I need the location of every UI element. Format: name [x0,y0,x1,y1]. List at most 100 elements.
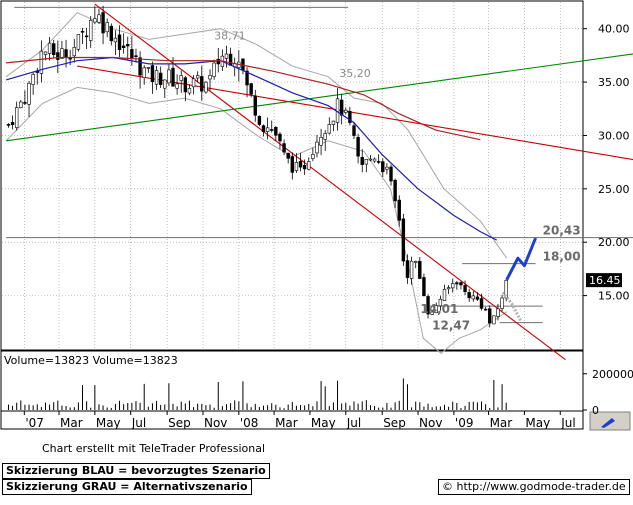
candle-body [323,133,327,140]
gray-scenario-path [501,291,523,322]
candle-body [224,53,229,59]
legend-gray-scenario: Skizzierung GRAU = Alternativszenario [2,479,252,495]
x-tick-label: Mar [275,416,298,430]
candle-body [438,298,443,307]
candle-body [126,44,130,47]
candle-body [89,19,93,41]
candle-body [138,57,142,76]
candle-body [167,69,171,84]
candle-body [179,75,183,81]
x-tick-label: Nov [419,416,442,430]
moving-average-red-line [6,56,481,141]
candle-body [228,53,233,66]
draw-tool-icon [601,418,615,428]
candle-body [422,277,426,297]
candle-body [376,161,381,163]
candle-body [68,57,72,60]
candle-body [64,49,68,58]
candle-body [101,12,105,34]
candle-body [339,99,344,116]
candle-body [117,34,122,51]
red-trendline [94,3,566,361]
y-tick-label: 20.00 [598,236,630,249]
candle-body [130,49,134,59]
candle-body [19,101,23,108]
x-tick-label: May [525,416,550,430]
candle-body [76,34,81,50]
candle-body [212,62,216,77]
candle-body [327,124,332,134]
candle-body [426,296,430,315]
candle-body [31,74,35,85]
x-tick-label: Jul [131,416,146,430]
candle-body [274,126,278,136]
candle-body [344,109,348,113]
candle-body [134,55,138,58]
candle-body [175,83,179,89]
candle-body [352,125,356,136]
legend-blue-scenario: Skizzierung BLAU = bevorzugtes Szenario [2,463,270,479]
candle-body [257,115,262,125]
candle-body [434,305,438,314]
candle-body [413,261,418,263]
candle-body [348,110,352,123]
candle-body [47,42,52,54]
candle-body [191,78,196,88]
candle-body [459,282,463,286]
x-tick-label: Mar [490,416,513,430]
candle-body [483,308,488,311]
candle-body [364,159,369,165]
green-trendline [6,53,633,142]
candle-body [409,260,414,279]
y-tick-label: 15.00 [598,290,630,303]
candle-body [307,161,311,170]
candle-body [389,166,393,182]
candle-body [381,161,385,173]
candle-body [113,37,118,43]
candle-body [245,70,249,86]
candle-body [455,282,459,285]
candle-body [331,120,336,125]
volume-tick-label: 0 [592,404,599,417]
moving-average-blue-line [5,56,498,241]
website-link[interactable]: © http://www.godmode-trader.de [438,479,630,495]
candle-body [6,124,11,126]
candle-body [171,67,175,87]
candle-body [93,18,97,23]
candle-body [195,75,200,79]
candle-body [204,81,208,93]
price-annotation: 12,47 [432,319,470,333]
x-tick-label: Sep [383,416,406,430]
x-tick-label: May [311,416,336,430]
blue-scenario-path [505,237,537,281]
candle-body [430,311,434,315]
candle-body [311,154,315,159]
candle-body [23,102,27,104]
candle-body [496,308,500,317]
candle-body [442,288,447,301]
candle-body [385,166,389,170]
candle-body [163,79,167,89]
candle-body [401,218,406,262]
price-annotation: 38,71 [214,29,246,42]
candle-body [270,129,274,131]
candle-body [492,315,496,325]
candle-body [372,158,377,162]
candle-body [471,295,475,300]
candle-body [294,162,299,171]
y-tick-label: 25.00 [598,183,630,196]
candle-body [451,283,455,289]
y-tick-label: 40.00 [598,23,630,36]
candle-body [261,125,266,133]
candle-body [278,133,282,142]
candle-body [39,50,44,74]
price-annotation: 14,01 [420,302,458,316]
candle-body [356,136,360,157]
candle-body [360,157,364,165]
price-annotation: 20,43 [543,224,581,238]
x-tick-label: '09 [455,416,474,430]
bollinger-lower-line [5,86,508,354]
candle-body [405,260,410,278]
candle-body [72,47,76,57]
x-axis-frame [0,410,584,430]
